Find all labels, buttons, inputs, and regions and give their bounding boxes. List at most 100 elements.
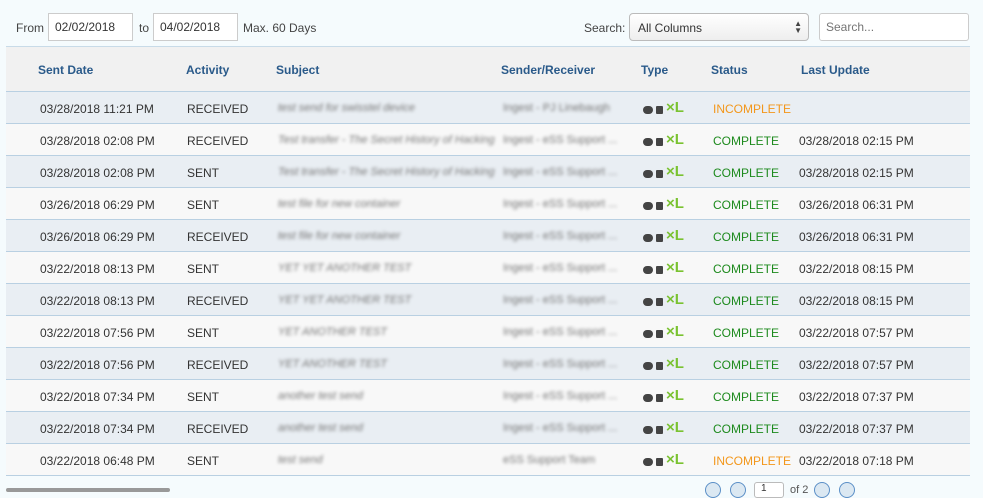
lock-icon bbox=[656, 330, 663, 338]
xl-icon: ×L bbox=[666, 259, 684, 276]
page-count: of 2 bbox=[790, 484, 809, 496]
status-badge: COMPLETE bbox=[713, 358, 780, 372]
lock-icon bbox=[656, 298, 663, 306]
sent-date: 03/26/2018 06:29 PM bbox=[40, 230, 155, 244]
search-column-value: All Columns bbox=[638, 21, 703, 35]
type-icons: ×L bbox=[643, 164, 684, 179]
subject[interactable]: test send for swisstel device bbox=[278, 102, 415, 114]
col-sender[interactable]: Sender/Receiver bbox=[501, 63, 596, 77]
page-select[interactable]: 1 bbox=[754, 482, 784, 498]
table-row[interactable]: 03/22/2018 08:13 PM SENT YET YET ANOTHER… bbox=[6, 252, 970, 284]
col-sent-date[interactable]: Sent Date bbox=[38, 63, 94, 77]
xl-icon: ×L bbox=[666, 291, 684, 308]
table-row[interactable]: 03/22/2018 07:56 PM SENT YET ANOTHER TES… bbox=[6, 316, 970, 348]
to-date-input[interactable] bbox=[153, 13, 238, 41]
activity: RECEIVED bbox=[187, 230, 249, 244]
last-update: 03/22/2018 07:37 PM bbox=[799, 390, 914, 404]
col-type[interactable]: Type bbox=[641, 63, 669, 77]
lock-icon bbox=[656, 234, 663, 242]
subject[interactable]: Test transfer - The Secret History of Ha… bbox=[278, 166, 495, 178]
table-row[interactable]: 03/22/2018 06:48 PM SENT test send eSS S… bbox=[6, 444, 970, 476]
col-activity[interactable]: Activity bbox=[186, 63, 230, 77]
table-row[interactable]: 03/28/2018 02:08 PM SENT Test transfer -… bbox=[6, 156, 970, 188]
from-date-input[interactable] bbox=[48, 13, 133, 41]
first-page-button[interactable] bbox=[705, 482, 721, 498]
max-days-label: Max. 60 Days bbox=[243, 21, 317, 35]
last-page-button[interactable] bbox=[839, 482, 855, 498]
search-column-select[interactable]: All Columns ▲ ▼ bbox=[629, 13, 809, 41]
table-row[interactable]: 03/28/2018 11:21 PM RECEIVED test send f… bbox=[6, 92, 970, 124]
horizontal-scrollbar[interactable] bbox=[6, 488, 170, 492]
sender-receiver: Ingest - PJ Linebaugh bbox=[503, 102, 611, 114]
chat-icon bbox=[643, 266, 653, 274]
sender-receiver: Ingest - eSS Support ... bbox=[503, 358, 618, 370]
type-icons: ×L bbox=[643, 196, 684, 211]
last-update: 03/22/2018 07:37 PM bbox=[799, 422, 914, 436]
last-update: 03/22/2018 07:57 PM bbox=[799, 358, 914, 372]
table-row[interactable]: 03/22/2018 07:56 PM RECEIVED YET ANOTHER… bbox=[6, 348, 970, 380]
lock-icon bbox=[656, 138, 663, 146]
from-label: From bbox=[16, 21, 44, 35]
type-icons: ×L bbox=[643, 452, 684, 467]
col-last-update[interactable]: Last Update bbox=[801, 63, 870, 77]
subject[interactable]: test file for new container bbox=[278, 198, 401, 210]
activity: SENT bbox=[187, 198, 220, 212]
table-row[interactable]: 03/22/2018 08:13 PM RECEIVED YET YET ANO… bbox=[6, 284, 970, 316]
sent-date: 03/28/2018 11:21 PM bbox=[40, 102, 154, 116]
sent-date: 03/28/2018 02:08 PM bbox=[40, 134, 155, 148]
subject[interactable]: Test transfer - The Secret History of Ha… bbox=[278, 134, 495, 146]
chat-icon bbox=[643, 298, 653, 306]
status-badge: COMPLETE bbox=[713, 390, 780, 404]
status-badge: COMPLETE bbox=[713, 422, 780, 436]
subject[interactable]: another test send bbox=[278, 390, 364, 402]
activity: RECEIVED bbox=[187, 134, 249, 148]
subject[interactable]: YET ANOTHER TEST bbox=[278, 326, 387, 338]
last-update: 03/28/2018 02:15 PM bbox=[799, 166, 914, 180]
table-row[interactable]: 03/22/2018 07:34 PM RECEIVED another tes… bbox=[6, 412, 970, 444]
sender-receiver: Ingest - eSS Support ... bbox=[503, 198, 618, 210]
select-arrows-icon: ▲ ▼ bbox=[794, 19, 802, 35]
activity: RECEIVED bbox=[187, 358, 249, 372]
activity: SENT bbox=[187, 390, 220, 404]
subject[interactable]: YET ANOTHER TEST bbox=[278, 358, 387, 370]
search-input[interactable] bbox=[819, 13, 969, 41]
sender-receiver: Ingest - eSS Support ... bbox=[503, 422, 618, 434]
table-row[interactable]: 03/28/2018 02:08 PM RECEIVED Test transf… bbox=[6, 124, 970, 156]
col-subject[interactable]: Subject bbox=[276, 63, 320, 77]
sent-date: 03/22/2018 06:48 PM bbox=[40, 454, 155, 468]
subject[interactable]: test file for new container bbox=[278, 230, 401, 242]
date-filter-bar: From to Max. 60 Days Search: All Columns… bbox=[0, 13, 983, 41]
table-row[interactable]: 03/22/2018 07:34 PM SENT another test se… bbox=[6, 380, 970, 412]
lock-icon bbox=[656, 106, 663, 114]
type-icons: ×L bbox=[643, 419, 684, 436]
last-update: 03/22/2018 08:15 PM bbox=[799, 294, 914, 308]
lock-icon bbox=[656, 426, 663, 434]
col-status[interactable]: Status bbox=[711, 63, 748, 77]
type-icons: ×L bbox=[643, 356, 684, 371]
lock-icon bbox=[656, 394, 663, 402]
type-icons: ×L bbox=[643, 259, 684, 276]
prev-page-button[interactable] bbox=[730, 482, 746, 498]
xl-icon: ×L bbox=[666, 131, 684, 148]
lock-icon bbox=[656, 458, 663, 466]
table-row[interactable]: 03/26/2018 06:29 PM RECEIVED test file f… bbox=[6, 220, 970, 252]
chat-icon bbox=[643, 458, 653, 466]
subject[interactable]: YET YET ANOTHER TEST bbox=[278, 294, 412, 306]
last-update: 03/22/2018 07:18 PM bbox=[799, 454, 914, 468]
subject[interactable]: test send bbox=[278, 454, 323, 466]
type-icons: ×L bbox=[643, 291, 684, 308]
subject[interactable]: YET YET ANOTHER TEST bbox=[278, 262, 412, 274]
chat-icon bbox=[643, 234, 653, 242]
activity: RECEIVED bbox=[187, 294, 249, 308]
lock-icon bbox=[656, 266, 663, 274]
status-badge: INCOMPLETE bbox=[713, 454, 792, 468]
sent-date: 03/28/2018 02:08 PM bbox=[40, 166, 155, 180]
xl-icon: ×L bbox=[666, 387, 684, 404]
lock-icon bbox=[656, 170, 663, 178]
xl-icon: ×L bbox=[666, 419, 684, 436]
table-row[interactable]: 03/26/2018 06:29 PM SENT test file for n… bbox=[6, 188, 970, 220]
next-page-button[interactable] bbox=[814, 482, 830, 498]
subject[interactable]: another test send bbox=[278, 422, 364, 434]
sent-date: 03/22/2018 07:34 PM bbox=[40, 390, 155, 404]
status-badge: COMPLETE bbox=[713, 326, 780, 340]
